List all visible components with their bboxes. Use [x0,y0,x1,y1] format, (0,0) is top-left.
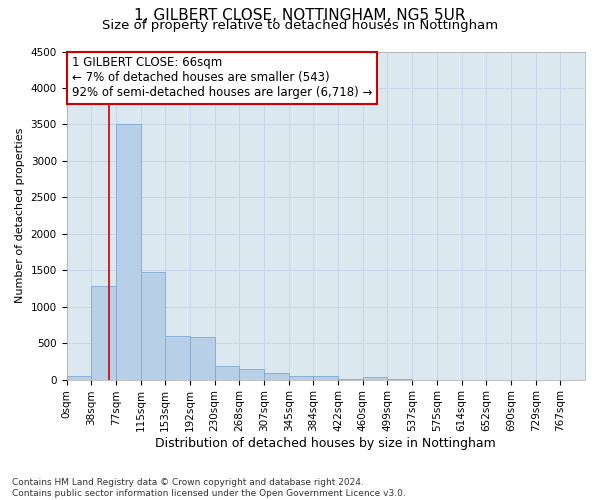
Text: Size of property relative to detached houses in Nottingham: Size of property relative to detached ho… [102,19,498,32]
Bar [289,376,313,380]
Bar [338,379,363,380]
Y-axis label: Number of detached properties: Number of detached properties [15,128,25,303]
Bar [363,378,388,380]
Bar [91,286,116,380]
Text: 1 GILBERT CLOSE: 66sqm
← 7% of detached houses are smaller (543)
92% of semi-det: 1 GILBERT CLOSE: 66sqm ← 7% of detached … [72,56,372,100]
Text: 1, GILBERT CLOSE, NOTTINGHAM, NG5 5UR: 1, GILBERT CLOSE, NOTTINGHAM, NG5 5UR [134,8,466,22]
Bar [67,376,91,380]
Text: Contains HM Land Registry data © Crown copyright and database right 2024.
Contai: Contains HM Land Registry data © Crown c… [12,478,406,498]
Bar [264,373,289,380]
Bar [215,366,239,380]
Bar [116,124,140,380]
Bar [140,272,165,380]
Bar [313,376,338,380]
Bar [239,370,264,380]
Bar [165,336,190,380]
Bar [190,336,215,380]
X-axis label: Distribution of detached houses by size in Nottingham: Distribution of detached houses by size … [155,437,496,450]
